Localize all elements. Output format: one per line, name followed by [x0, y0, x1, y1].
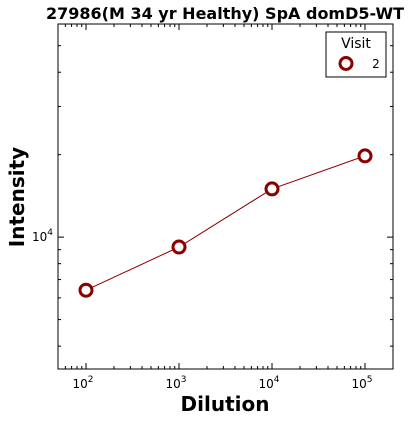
- legend-title: Visit: [341, 36, 371, 52]
- legend-entry-label: 2: [372, 57, 380, 71]
- data-point: [78, 282, 94, 298]
- x-tick-label: 105: [351, 375, 372, 391]
- x-tick-label: 102: [72, 375, 93, 391]
- data-point: [264, 181, 280, 197]
- legend-box: [325, 31, 387, 78]
- legend: Visit 2: [325, 31, 387, 78]
- legend-marker-icon: [338, 56, 354, 71]
- data-point: [171, 239, 187, 255]
- plot-area: [57, 23, 394, 370]
- minor-ticks: [58, 24, 393, 369]
- data-point: [357, 148, 373, 164]
- chart-title: 27986(M 34 yr Healthy) SpA domD5-WT: [46, 4, 404, 23]
- y-tick-label: 104: [32, 228, 53, 244]
- series-layer: [78, 148, 373, 298]
- x-tick-label: 104: [258, 375, 279, 391]
- series-line: [85, 155, 366, 291]
- y-axis-label: Intensity: [5, 147, 29, 247]
- x-axis-label: Dilution: [181, 392, 270, 416]
- x-tick-label: 103: [165, 375, 186, 391]
